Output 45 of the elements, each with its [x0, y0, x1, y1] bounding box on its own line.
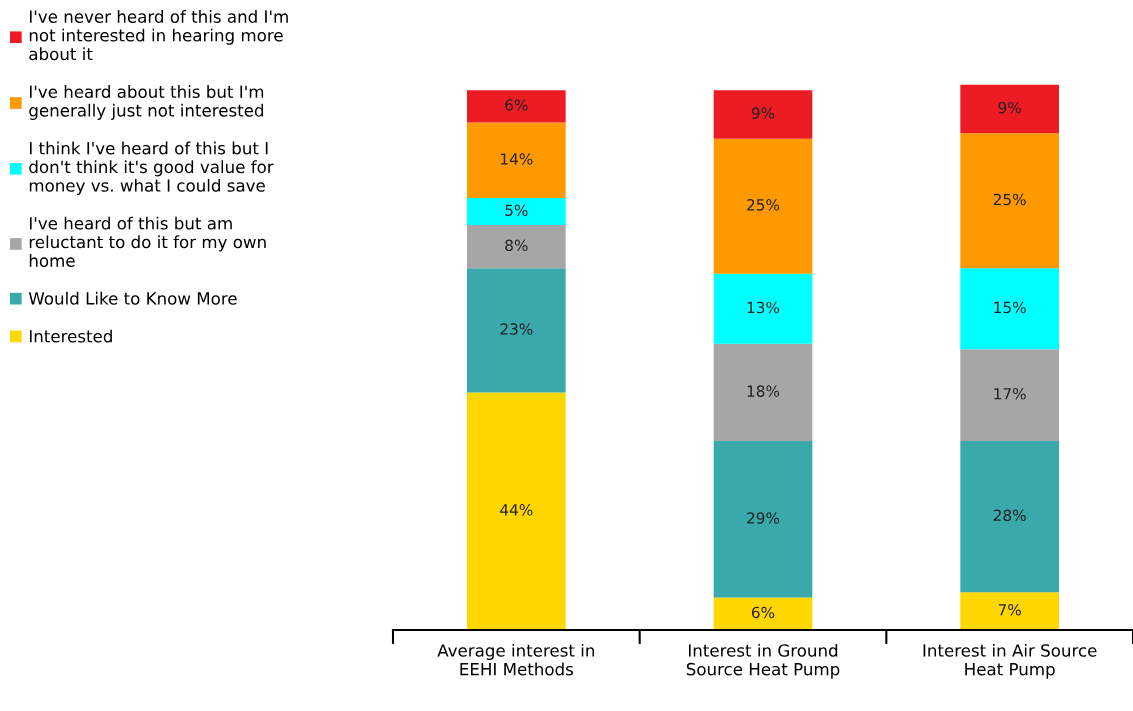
- data-label: 6%: [751, 606, 775, 619]
- data-label: 18%: [747, 385, 780, 397]
- data-label: 17%: [994, 388, 1026, 400]
- x-tick-label: Interest in Ground Source Heat Pump: [686, 643, 840, 679]
- bar: [467, 392, 566, 630]
- data-label: 14%: [501, 153, 533, 165]
- legend-label: I've heard about this but I'm generally just not interested: [29, 85, 264, 120]
- data-label: 8%: [505, 239, 528, 252]
- bar: [713, 273, 813, 344]
- data-label: 23%: [500, 323, 533, 335]
- bar: [467, 225, 566, 269]
- bar: [713, 597, 813, 630]
- data-label: 15%: [994, 301, 1026, 314]
- bar: [960, 441, 1059, 593]
- x-tick-label: Average interest in EEHI Methods: [437, 643, 594, 676]
- data-label: 7%: [998, 603, 1021, 616]
- legend-label: Interested: [29, 329, 112, 343]
- bar: [960, 268, 1059, 350]
- bar: [960, 84, 1059, 134]
- data-label: 29%: [747, 512, 780, 524]
- data-label: 5%: [505, 204, 528, 217]
- bar: [467, 90, 566, 123]
- data-label: 25%: [747, 199, 780, 211]
- data-label: 25%: [993, 193, 1026, 206]
- data-label: 44%: [500, 504, 533, 516]
- data-label: 13%: [747, 301, 780, 314]
- bar: [713, 138, 813, 274]
- legend-label: I think I've heard of this but I don't think it's good value for money vs. what I could save: [29, 141, 274, 196]
- bar: [467, 198, 566, 226]
- bar: [713, 441, 813, 598]
- legend-label: I've never heard of this and I'm not interested in hearing more about it: [29, 10, 288, 61]
- data-label: 6%: [505, 99, 528, 111]
- data-label: 9%: [998, 101, 1021, 114]
- bar: [467, 268, 566, 393]
- bar: [467, 122, 566, 199]
- bar: [713, 90, 813, 139]
- data-label: 28%: [993, 509, 1026, 522]
- bar: [960, 349, 1059, 442]
- legend-label: Would Like to Know More: [28, 291, 237, 305]
- legend-label: I've heard of this but am reluctant to do it for my own home: [29, 216, 266, 267]
- bar: [960, 592, 1059, 630]
- bar: [960, 133, 1059, 269]
- x-tick-label: Interest in Air Source Heat Pump: [923, 643, 1097, 679]
- data-label: 9%: [751, 107, 775, 119]
- bar: [713, 343, 813, 442]
